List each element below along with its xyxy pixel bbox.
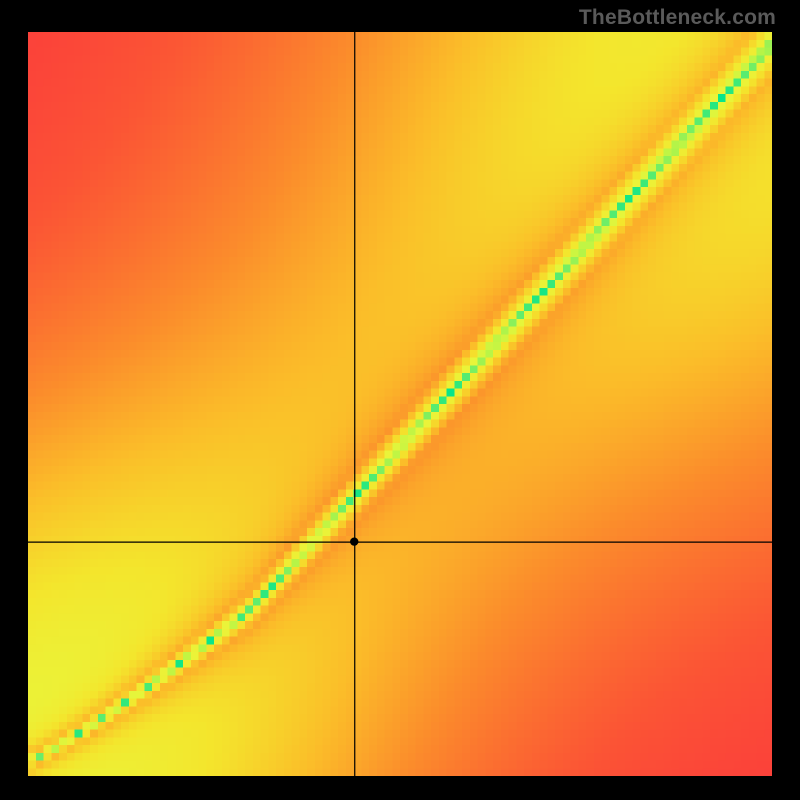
crosshair-overlay [28,32,772,776]
watermark-text: TheBottleneck.com [579,6,776,30]
figure-container: { "watermark": { "text": "TheBottleneck.… [0,0,800,800]
